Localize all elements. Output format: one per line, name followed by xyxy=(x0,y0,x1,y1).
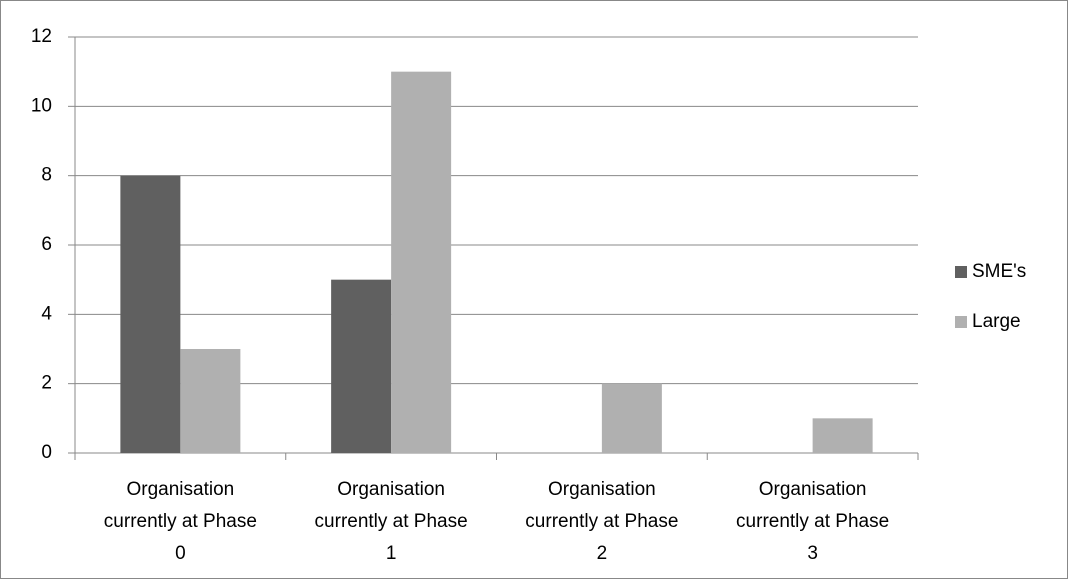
legend-label: SME's xyxy=(972,261,1026,282)
bar xyxy=(601,383,662,453)
bar xyxy=(331,279,392,453)
legend-swatch xyxy=(955,266,967,278)
y-tick-label: 10 xyxy=(31,95,52,116)
bar xyxy=(180,349,241,453)
y-tick-label: 6 xyxy=(41,234,52,255)
y-tick-label: 4 xyxy=(41,303,52,324)
x-tick-label: Organisation currently at Phase 3 xyxy=(736,479,889,564)
bar xyxy=(120,175,181,453)
y-tick-label: 12 xyxy=(31,26,52,47)
y-tick-label: 0 xyxy=(41,442,52,463)
x-tick-label: Organisation currently at Phase 1 xyxy=(315,479,468,564)
y-tick-label: 8 xyxy=(41,165,52,186)
y-tick-label: 2 xyxy=(41,373,52,394)
x-tick-label: Organisation currently at Phase 2 xyxy=(525,479,678,564)
legend-label: Large xyxy=(972,311,1021,332)
bar xyxy=(391,71,452,454)
x-tick-label: Organisation currently at Phase 0 xyxy=(104,479,257,564)
legend-swatch xyxy=(955,316,967,328)
bar xyxy=(812,418,873,453)
